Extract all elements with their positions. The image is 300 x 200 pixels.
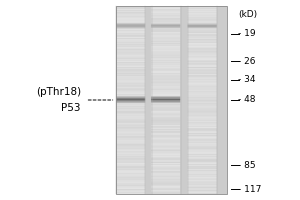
Text: - 48: - 48 <box>238 96 256 104</box>
Text: - 34: - 34 <box>238 75 256 84</box>
Text: (pThr18): (pThr18) <box>36 87 81 97</box>
Text: - 19: - 19 <box>238 29 256 38</box>
Bar <box>116 6 226 194</box>
Text: (kD): (kD) <box>238 9 258 19</box>
Text: - 26: - 26 <box>238 56 256 66</box>
Text: P53: P53 <box>61 103 81 113</box>
Text: - 85: - 85 <box>238 160 256 170</box>
Text: - 117: - 117 <box>238 184 262 194</box>
